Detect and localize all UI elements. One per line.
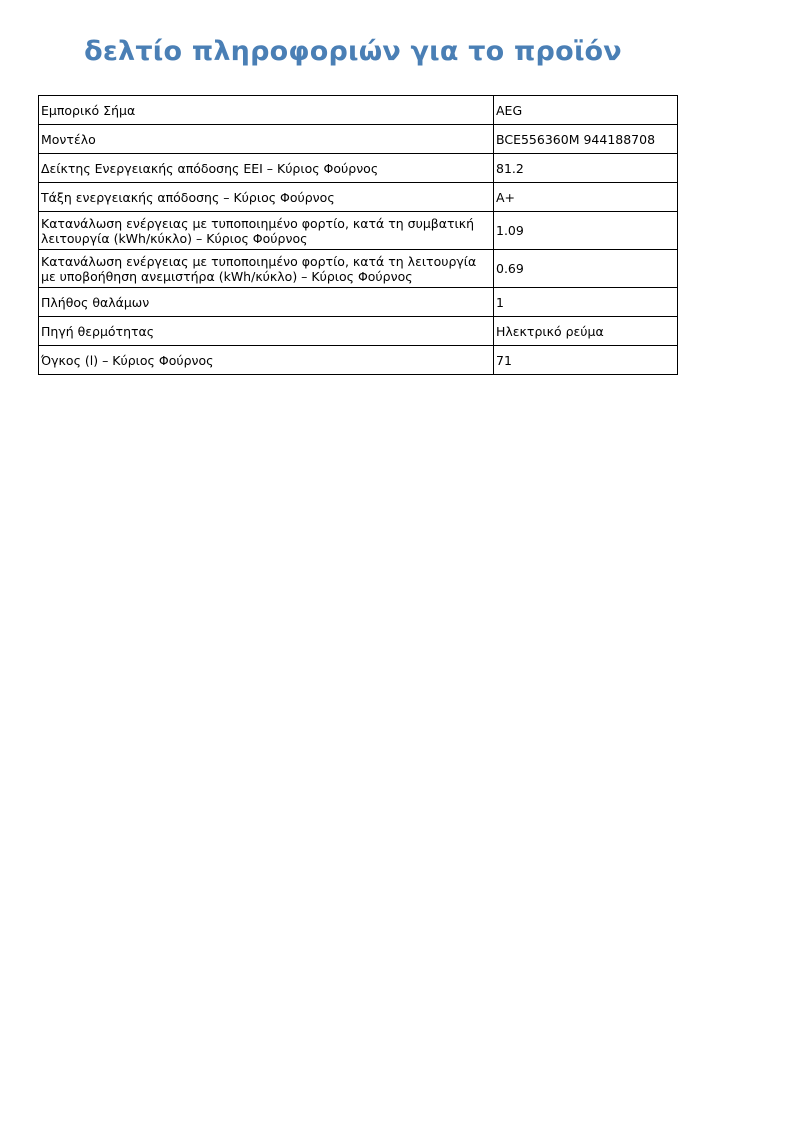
table-row: Μοντέλο BCE556360M 944188708 bbox=[38, 124, 678, 154]
table-row: Όγκος (l) – Κύριος Φούρνος 71 bbox=[38, 345, 678, 375]
row-value: Ηλεκτρικό ρεύμα bbox=[493, 316, 678, 346]
row-label: Κατανάλωση ενέργειας με τυποποιημένο φορ… bbox=[38, 211, 494, 250]
table-row: Πηγή θερμότητας Ηλεκτρικό ρεύμα bbox=[38, 316, 678, 346]
row-label: Μοντέλο bbox=[38, 124, 494, 154]
table-row: Κατανάλωση ενέργειας με τυποποιημένο φορ… bbox=[38, 249, 678, 288]
row-value: AEG bbox=[493, 95, 678, 125]
row-label: Τάξη ενεργειακής απόδοσης – Κύριος Φούρν… bbox=[38, 182, 494, 212]
row-value: 81.2 bbox=[493, 153, 678, 183]
product-info-table: Εμπορικό Σήμα AEG Μοντέλο BCE556360M 94418… bbox=[38, 95, 678, 375]
row-value: BCE556360M 944188708 bbox=[493, 124, 678, 154]
row-value: 1 bbox=[493, 287, 678, 317]
table-row: Τάξη ενεργειακής απόδοσης – Κύριος Φούρν… bbox=[38, 182, 678, 212]
row-label: Πηγή θερμότητας bbox=[38, 316, 494, 346]
table-row: Εμπορικό Σήμα AEG bbox=[38, 95, 678, 125]
row-value: 0.69 bbox=[493, 249, 678, 288]
row-label: Εμπορικό Σήμα bbox=[38, 95, 494, 125]
table-row: Πλήθος θαλάμων 1 bbox=[38, 287, 678, 317]
row-label: Δείκτης Ενεργειακής απόδοσης EEI – Κύριο… bbox=[38, 153, 494, 183]
page-title: δελτίο πληροφοριών για το προϊόν bbox=[84, 36, 622, 67]
row-value: 1.09 bbox=[493, 211, 678, 250]
row-label: Κατανάλωση ενέργειας με τυποποιημένο φορ… bbox=[38, 249, 494, 288]
table-row: Κατανάλωση ενέργειας με τυποποιημένο φορ… bbox=[38, 211, 678, 250]
table-row: Δείκτης Ενεργειακής απόδοσης EEI – Κύριο… bbox=[38, 153, 678, 183]
row-label: Όγκος (l) – Κύριος Φούρνος bbox=[38, 345, 494, 375]
row-label: Πλήθος θαλάμων bbox=[38, 287, 494, 317]
row-value: A+ bbox=[493, 182, 678, 212]
row-value: 71 bbox=[493, 345, 678, 375]
